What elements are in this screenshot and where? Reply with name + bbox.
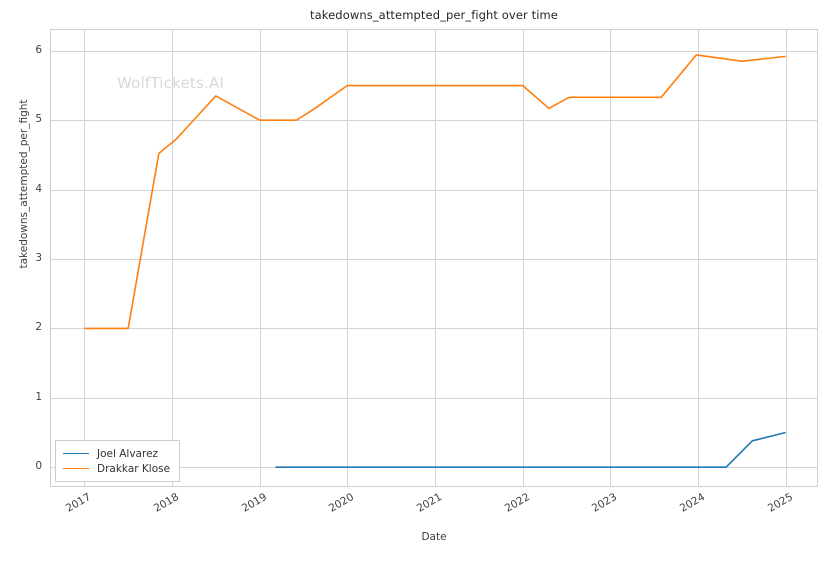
chart-title: takedowns_attempted_per_fight over time — [310, 8, 558, 22]
legend-item-1[interactable]: Joel Alvarez — [63, 446, 170, 461]
x-tick-label: 2023 — [590, 491, 620, 515]
y-tick-label: 3 — [35, 252, 42, 264]
x-tick-label: 2020 — [327, 491, 357, 515]
legend-color-swatch — [63, 468, 89, 469]
y-axis-label: takedowns_attempted_per_fight — [18, 99, 30, 269]
series-line-2 — [84, 54, 786, 330]
legend-color-swatch — [63, 453, 89, 454]
legend: Joel Alvarez Drakkar Klose — [55, 440, 181, 482]
series-lines — [84, 54, 786, 468]
plot-area: WolfTickets.AI — [50, 29, 818, 487]
y-tick-label: 5 — [35, 113, 42, 126]
x-tick-label: 2022 — [502, 491, 532, 515]
x-tick-label: 2017 — [64, 491, 94, 515]
y-tick-label: 4 — [35, 182, 42, 195]
series-line-1 — [275, 431, 786, 468]
legend-item-2[interactable]: Drakkar Klose — [63, 461, 170, 476]
y-tick-label: 2 — [35, 321, 42, 334]
x-axis-label: Date — [421, 531, 447, 543]
y-tick-label: 6 — [35, 43, 42, 56]
x-axis-ticks: 2017 2018 2019 2020 2021 2022 2023 2024 2025 — [50, 487, 818, 535]
x-tick-label: 2025 — [765, 491, 795, 515]
y-tick-label: 1 — [35, 390, 42, 403]
x-tick-label: 2019 — [239, 491, 269, 515]
y-axis-ticks: 0 1 2 3 4 5 6 — [0, 29, 42, 487]
legend-label: Drakkar Klose — [97, 462, 171, 475]
legend-label: Joel Alvarez — [97, 447, 159, 460]
y-tick-label: 0 — [35, 460, 42, 473]
x-tick-label: 2021 — [414, 491, 444, 515]
x-tick-label: 2018 — [151, 491, 181, 515]
x-tick-label: 2024 — [677, 491, 707, 515]
